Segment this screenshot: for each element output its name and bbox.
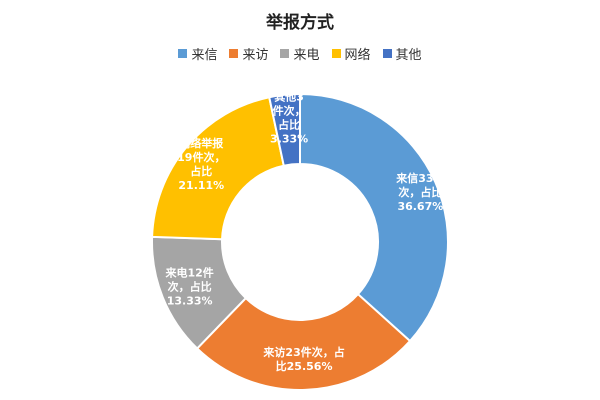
legend-label: 网络: [344, 48, 371, 63]
slice-label-line: 36.67%: [397, 200, 443, 213]
slice-label-line: 网络举报: [179, 136, 224, 150]
slice-label-line: 比25.56%: [276, 359, 333, 373]
chart-title: 举报方式: [266, 13, 334, 33]
slice-label-line: 来信33件: [395, 171, 444, 185]
legend-swatch: [331, 49, 341, 58]
legend-swatch: [382, 49, 392, 58]
slice-label-1: 来访23件次，占比25.56%: [262, 345, 344, 373]
slice-label-line: 来电12件: [165, 266, 214, 280]
slice-4: [268, 92, 301, 167]
legend-swatch: [178, 49, 188, 58]
legend-label: 来信: [191, 48, 218, 63]
legend-swatch: [229, 49, 239, 58]
legend-label: 其他: [395, 48, 422, 63]
slice-label-2: 来电12件次，占比 13.33%: [165, 266, 214, 308]
legend-swatch: [280, 49, 290, 58]
legend: 来信 来访 来电 网络 其他: [0, 44, 600, 63]
slice-3: [151, 96, 285, 241]
legend-item-4: 其他: [382, 44, 422, 63]
slice-1: [195, 292, 412, 391]
slice-label-line: 件次，: [273, 104, 306, 118]
slice-label-line: 19件次，: [177, 150, 225, 164]
legend-item-0: 来信: [178, 44, 217, 63]
slice-label-line: 3.33%: [270, 133, 308, 146]
legend-label: 来访: [242, 48, 269, 63]
slice-label-line: 占比: [190, 164, 212, 178]
legend-label: 来电: [293, 48, 320, 63]
slice-label-line: 次，占比: [398, 185, 442, 199]
legend-item-1: 来访: [229, 44, 268, 63]
slice-label-line: 次，占比: [168, 280, 212, 294]
slice-label-3: 网络举报 19件次，占比 21.11%: [177, 136, 225, 192]
slice-label-line: 占比: [278, 118, 300, 132]
legend-item-3: 网络: [331, 44, 371, 63]
slice-label-line: 来访23件次，占: [262, 345, 344, 359]
slice-label-0: 来信33件次，占比 36.67%: [395, 171, 444, 213]
slice-0: [299, 92, 449, 343]
legend-item-2: 来电: [280, 44, 320, 63]
slice-label-4: 其他3 件次，占比 3.33%: [270, 90, 308, 146]
slice-label-line: 21.11%: [178, 179, 224, 192]
slice-label-line: 13.33%: [167, 295, 213, 308]
slice-label-line: 其他3: [274, 90, 304, 104]
